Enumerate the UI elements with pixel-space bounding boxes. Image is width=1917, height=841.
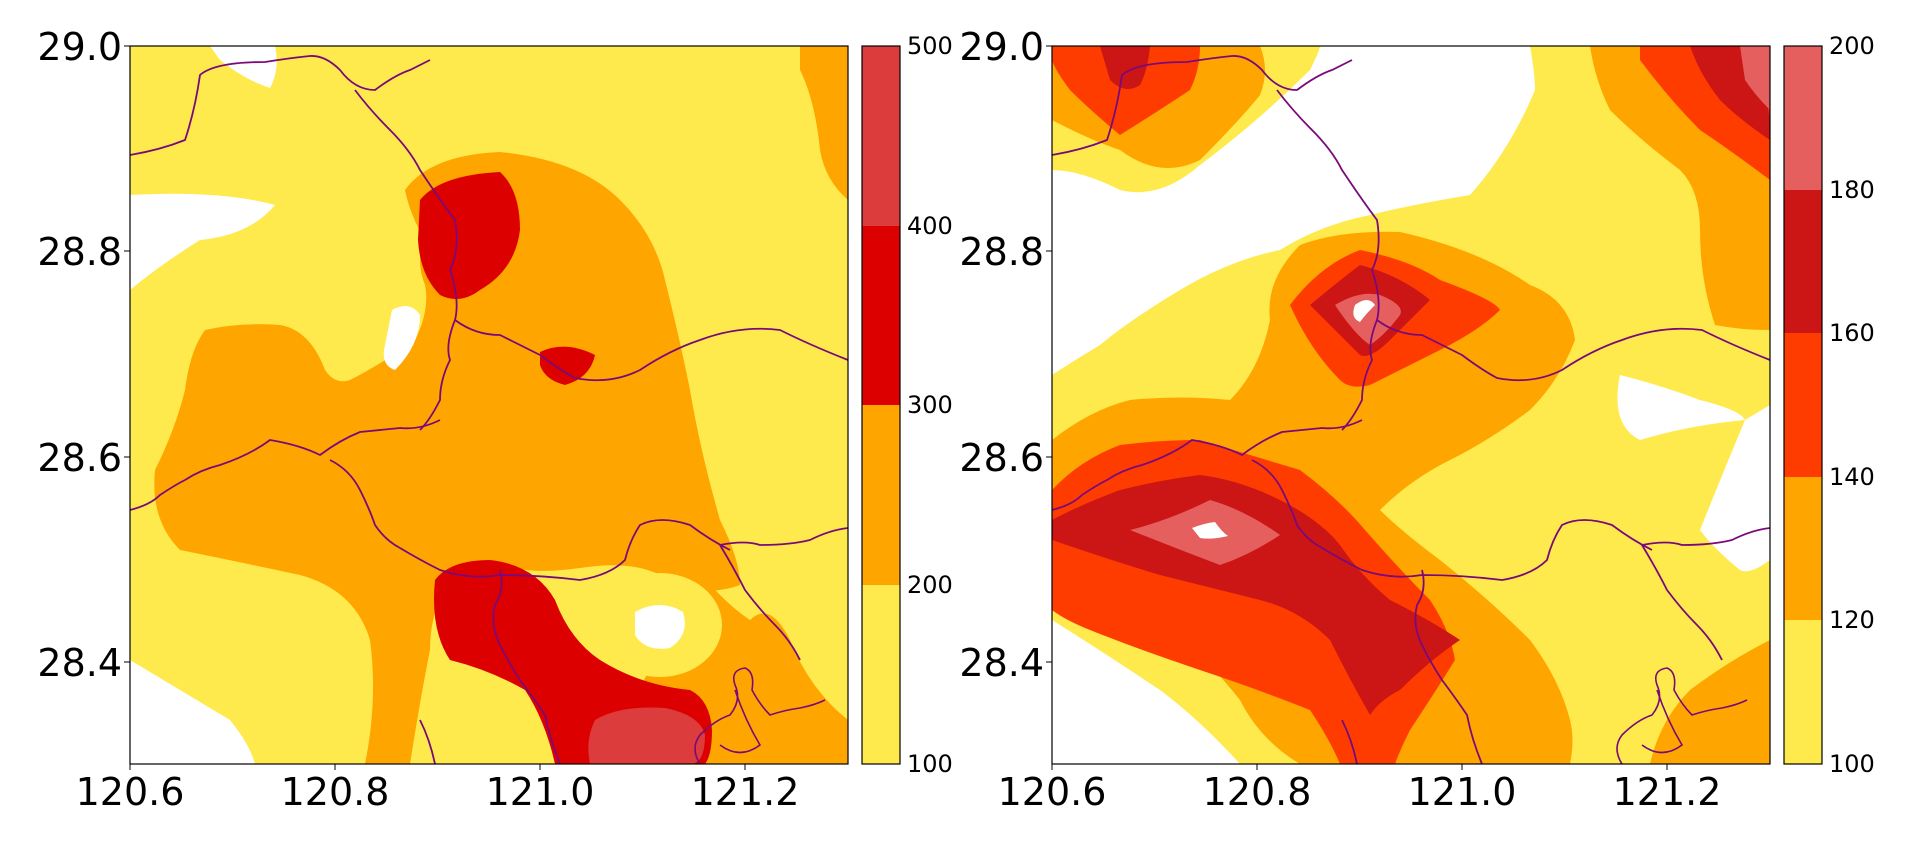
right-x-axis: 120.6 120.8 121.0 121.2 [998, 764, 1722, 814]
right-x-tick-label: 120.6 [998, 770, 1107, 814]
left-contour-orange-central [154, 152, 740, 764]
right-colorbar-label: 180 [1829, 176, 1875, 204]
right-border-river [1276, 89, 1380, 431]
left-x-tick-label: 121.0 [486, 770, 595, 814]
right-colorbar-band [1784, 46, 1822, 190]
right-colorbar-label: 100 [1829, 750, 1875, 778]
left-y-tick-label: 28.4 [37, 641, 122, 685]
right-contour-orange-southeast [1650, 640, 1770, 764]
right-y-tick-label: 28.4 [959, 641, 1044, 685]
left-coastline-inlet [719, 689, 762, 754]
left-border-coast-link [719, 544, 801, 661]
right-contour-dark-red-northwest [1100, 46, 1150, 89]
left-colorbar-label: 200 [907, 571, 953, 599]
right-contour-white-southwest [1052, 620, 1240, 764]
right-y-tick-label: 29.0 [959, 25, 1044, 69]
left-border-east [454, 319, 848, 382]
left-contour-white-center [383, 306, 420, 370]
right-contour-red-orange-northwest [1052, 46, 1200, 135]
left-colorbar-band [862, 585, 900, 764]
left-contour-white-hole [635, 605, 685, 649]
left-y-tick-label: 28.8 [37, 230, 122, 274]
right-colorbar-band [1784, 620, 1822, 764]
left-y-axis: 29.0 28.8 28.6 28.4 [37, 25, 130, 685]
right-border-middle [1251, 459, 1653, 581]
left-colorbar-label: 300 [907, 391, 953, 419]
left-border-south-river [492, 569, 561, 764]
right-colorbar-band [1784, 190, 1822, 333]
left-border-river [354, 89, 458, 431]
right-map-panel [1051, 45, 1771, 765]
left-border-north [130, 55, 431, 156]
right-y-axis: 29.0 28.8 28.6 28.4 [959, 25, 1052, 685]
right-map-contours [1052, 46, 1770, 764]
left-colorbar-label: 500 [907, 32, 953, 60]
left-contour-orange-northeast [800, 46, 848, 200]
left-x-tick-label: 120.6 [76, 770, 185, 814]
right-colorbar: 100 120 140 160 180 200 [1783, 32, 1875, 778]
left-x-tick-label: 121.2 [691, 770, 800, 814]
right-border-south-river [1414, 569, 1483, 764]
left-contour-white-southwest [130, 660, 255, 764]
right-y-tick-label: 28.6 [959, 436, 1044, 480]
right-coastline-inlet [1641, 689, 1684, 754]
right-contour-white-hole-north [1353, 300, 1375, 322]
left-border-southeast [719, 527, 848, 546]
left-colorbar-frame [861, 45, 901, 765]
left-y-tick-label: 29.0 [37, 25, 122, 69]
right-colorbar-label: 120 [1829, 606, 1875, 634]
right-border-west [1052, 419, 1363, 511]
left-border-middle [329, 459, 731, 581]
right-map-frame [1051, 45, 1771, 765]
right-contour-white-east-edge [1700, 405, 1770, 572]
left-map-contours [130, 46, 848, 764]
right-contour-white-north [1052, 46, 1535, 375]
left-y-tick-label: 28.6 [37, 436, 122, 480]
left-colorbar-band [862, 405, 900, 585]
left-colorbar: 100 200 300 400 500 [861, 32, 953, 778]
right-x-tick-label: 121.0 [1408, 770, 1517, 814]
left-contour-light-red-south [588, 707, 705, 764]
left-border-west [130, 419, 441, 511]
right-colorbar-band [1784, 477, 1822, 620]
right-border-southeast [1641, 527, 1770, 546]
left-colorbar-band [862, 226, 900, 405]
right-colorbar-label: 200 [1829, 32, 1875, 60]
right-colorbar-frame [1783, 45, 1823, 765]
left-border-south-west [419, 719, 436, 764]
left-contour-white-west [130, 193, 275, 290]
right-contour-white-hole-south [1192, 522, 1228, 539]
right-contour-light-red-northeast [1740, 46, 1770, 110]
right-colorbar-band [1784, 333, 1822, 477]
right-colorbar-label: 160 [1829, 319, 1875, 347]
left-contour-white-north [210, 46, 277, 88]
left-map-panel [129, 45, 849, 765]
right-border-south-west [1341, 719, 1358, 764]
right-border-coast-link [1641, 544, 1723, 661]
left-colorbar-label: 400 [907, 212, 953, 240]
right-coastline [1616, 667, 1748, 764]
left-contour-red-small [540, 346, 595, 385]
left-coastline [694, 667, 826, 764]
left-x-tick-label: 120.8 [281, 770, 390, 814]
right-contour-white-east [1617, 375, 1745, 440]
left-x-axis: 120.6 120.8 121.0 121.2 [76, 764, 800, 814]
left-map-frame [129, 45, 849, 765]
right-border-north [1052, 55, 1353, 156]
right-y-tick-label: 28.8 [959, 230, 1044, 274]
right-contour-light-red-north [1335, 293, 1401, 345]
right-x-tick-label: 121.2 [1613, 770, 1722, 814]
right-x-tick-label: 120.8 [1203, 770, 1312, 814]
left-colorbar-band [862, 46, 900, 226]
left-colorbar-label: 100 [907, 750, 953, 778]
right-colorbar-label: 140 [1829, 463, 1875, 491]
right-border-east [1376, 319, 1770, 382]
